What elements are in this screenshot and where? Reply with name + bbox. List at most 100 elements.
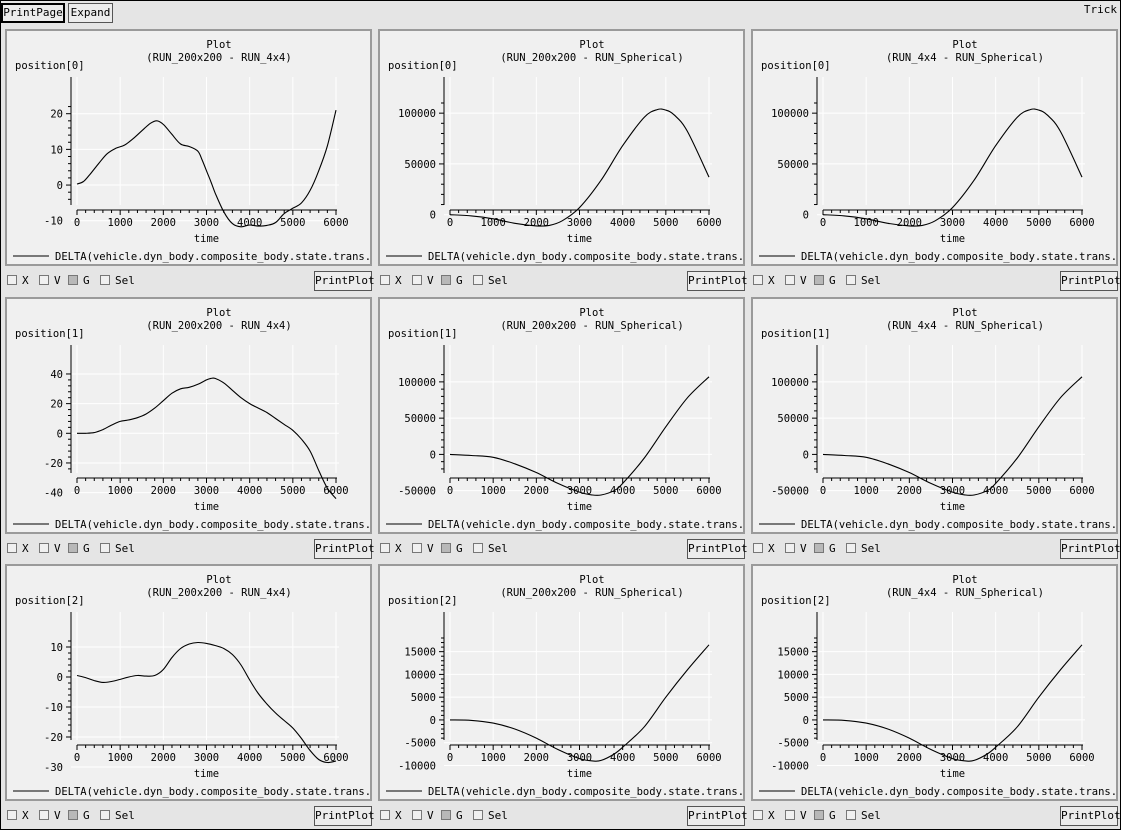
x-tick-label: 0	[820, 217, 826, 229]
print-plot-button[interactable]: PrintPlot	[314, 806, 375, 826]
x-checkbox[interactable]: X	[380, 274, 402, 288]
x-tick-label: 1000	[108, 752, 133, 764]
g-checkbox[interactable]: G	[68, 542, 90, 556]
v-checkbox[interactable]: V	[39, 809, 61, 823]
sel-checkbox[interactable]: Sel	[846, 274, 881, 288]
print-plot-button[interactable]: PrintPlot	[314, 539, 375, 559]
legend-entry: DELTA(vehicle.dyn_body.composite_body.st…	[428, 786, 743, 798]
sel-checkbox[interactable]: Sel	[473, 274, 508, 288]
x-checkbox[interactable]: X	[380, 809, 402, 823]
chart-subtitle: (RUN_200x200 - RUN_Spherical)	[500, 587, 683, 599]
print-plot-button[interactable]: PrintPlot	[1060, 271, 1121, 291]
y-tick-label: 0	[430, 210, 436, 222]
checkbox-label: V	[427, 809, 434, 822]
legend-entry: DELTA(vehicle.dyn_body.composite_body.st…	[55, 251, 370, 263]
line-chart: Plot(RUN_4x4 - RUN_Spherical) position[2]…	[759, 574, 1116, 798]
g-checkbox[interactable]: G	[814, 542, 836, 556]
y-tick-label: -5000	[777, 738, 809, 750]
y-tick-label: 10	[50, 642, 63, 654]
g-checkbox[interactable]: G	[814, 274, 836, 288]
print-plot-button[interactable]: PrintPlot	[314, 271, 375, 291]
y-tick-label: -10	[44, 216, 63, 228]
x-checkbox[interactable]: X	[7, 809, 29, 823]
x-tick-label: 4000	[237, 485, 262, 497]
y-tick-label: 15000	[404, 647, 436, 659]
chart-title: Plot	[206, 307, 231, 319]
x-tick-label: 5000	[280, 485, 305, 497]
v-checkbox[interactable]: V	[785, 809, 807, 823]
checkbox-label: X	[768, 542, 775, 555]
sel-checkbox[interactable]: Sel	[100, 542, 135, 556]
x-checkbox[interactable]: X	[380, 542, 402, 556]
g-checkbox[interactable]: G	[441, 274, 463, 288]
v-checkbox[interactable]: V	[39, 542, 61, 556]
sel-checkbox[interactable]: Sel	[473, 809, 508, 823]
sel-checkbox[interactable]: Sel	[473, 542, 508, 556]
y-axis-label: position[1]	[388, 328, 458, 340]
g-checkbox[interactable]: G	[814, 809, 836, 823]
checkbox-box	[412, 543, 422, 553]
checkbox-box	[7, 275, 17, 285]
chart-subtitle: (RUN_200x200 - RUN_Spherical)	[500, 320, 683, 332]
x-tick-label: 5000	[280, 752, 305, 764]
y-axis-label: position[0]	[388, 60, 458, 72]
x-checkbox[interactable]: X	[753, 809, 775, 823]
expand-button[interactable]: Expand	[68, 3, 113, 23]
sel-checkbox[interactable]: Sel	[100, 274, 135, 288]
x-checkbox[interactable]: X	[753, 542, 775, 556]
chart-title: Plot	[952, 39, 977, 51]
x-tick-label: 4000	[610, 485, 635, 497]
legend-entry: DELTA(vehicle.dyn_body.composite_body.st…	[801, 519, 1116, 531]
g-checkbox[interactable]: G	[68, 274, 90, 288]
checkbox-label: Sel	[861, 809, 881, 822]
y-tick-label: 50000	[404, 159, 436, 171]
x-checkbox[interactable]: X	[753, 274, 775, 288]
v-checkbox[interactable]: V	[785, 542, 807, 556]
sel-checkbox[interactable]: Sel	[846, 542, 881, 556]
print-page-button[interactable]: PrintPage	[1, 3, 65, 23]
v-checkbox[interactable]: V	[412, 274, 434, 288]
checkbox-label: G	[456, 542, 463, 555]
x-checkbox[interactable]: X	[7, 274, 29, 288]
print-plot-button[interactable]: PrintPlot	[687, 806, 748, 826]
chart-title: Plot	[206, 39, 231, 51]
legend-entry: DELTA(vehicle.dyn_body.composite_body.st…	[801, 251, 1116, 263]
chart-subtitle: (RUN_200x200 - RUN_4x4)	[146, 52, 291, 64]
x-checkbox[interactable]: X	[7, 542, 29, 556]
y-tick-label: 0	[57, 672, 63, 684]
checkbox-label: V	[800, 274, 807, 287]
v-checkbox[interactable]: V	[412, 809, 434, 823]
print-plot-button[interactable]: PrintPlot	[1060, 806, 1121, 826]
v-checkbox[interactable]: V	[412, 542, 434, 556]
line-chart: Plot(RUN_200x200 - RUN_Spherical)positio…	[386, 307, 743, 531]
checkbox-box	[68, 275, 78, 285]
y-tick-label: 20	[50, 399, 63, 411]
print-plot-button[interactable]: PrintPlot	[687, 539, 748, 559]
checkbox-box	[753, 275, 763, 285]
v-checkbox[interactable]: V	[39, 274, 61, 288]
sel-checkbox[interactable]: Sel	[846, 809, 881, 823]
v-checkbox[interactable]: V	[785, 274, 807, 288]
x-axis-label: time	[194, 768, 219, 780]
checkbox-label: Sel	[115, 542, 135, 555]
g-checkbox[interactable]: G	[441, 542, 463, 556]
x-tick-label: 4000	[983, 485, 1008, 497]
g-checkbox[interactable]: G	[441, 809, 463, 823]
x-tick-label: 6000	[1069, 217, 1094, 229]
x-tick-label: 4000	[610, 752, 635, 764]
checkbox-box	[846, 543, 856, 553]
sel-checkbox[interactable]: Sel	[100, 809, 135, 823]
checkbox-label: V	[427, 542, 434, 555]
checkbox-box	[39, 810, 49, 820]
plot-frame: Plot (RUN_4x4 - RUN_Spherical) position[0]…	[751, 29, 1118, 266]
x-tick-label: 6000	[1069, 752, 1094, 764]
print-plot-button[interactable]: PrintPlot	[1060, 539, 1121, 559]
plot-controls: X V G Sel PrintPlot	[5, 536, 375, 560]
plot-frame: Plot (RUN_200x200 - RUN_Spherical) positio…	[378, 29, 745, 266]
plot-frame: Plot (RUN_200x200 - RUN_4x4) position[2] ti…	[5, 564, 372, 801]
g-checkbox[interactable]: G	[68, 809, 90, 823]
x-axis-label: time	[940, 768, 965, 780]
print-plot-button[interactable]: PrintPlot	[687, 271, 748, 291]
checkbox-label: X	[395, 809, 402, 822]
checkbox-box	[473, 543, 483, 553]
